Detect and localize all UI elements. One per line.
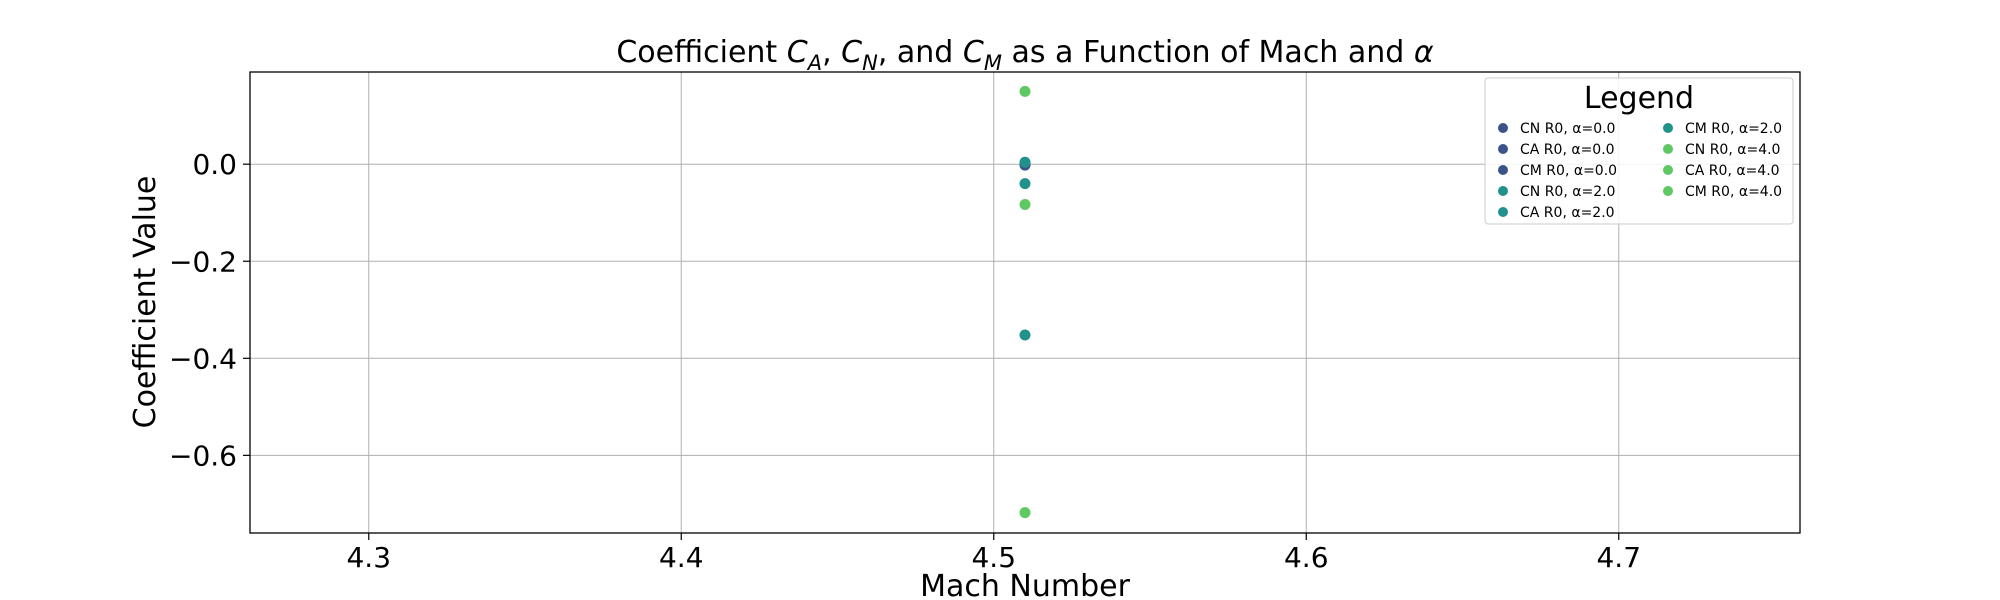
data-point [1019,156,1031,168]
legend-marker [1663,144,1673,154]
legend-label: CN R0, α=4.0 [1685,142,1780,158]
legend-label: CN R0, α=0.0 [1520,121,1615,137]
legend-marker [1498,123,1508,133]
plot-frame [249,71,1801,534]
legend-title: Legend [1584,81,1694,116]
legend-marker [1498,186,1508,196]
x-tick-label: 4.4 [659,541,704,574]
legend-label: CA R0, α=0.0 [1520,142,1615,158]
y-axis-label: Coefficient Value [128,176,163,429]
x-tick-label: 4.7 [1596,541,1641,574]
data-point [1019,85,1031,97]
legend-marker [1498,165,1508,175]
legend-entries: CN R0, α=0.0 CA R0, α=0.0 CM R0, α=0.0 CN R… [1498,121,1782,221]
legend: Legend CN R0, α=0.0 CA R0, α=0.0 CM R0, α=… [1484,77,1794,225]
y-tick-label: −0.6 [169,439,237,472]
y-tick-label: −0.2 [169,245,237,278]
legend-box [1484,77,1794,225]
x-tick-label: 4.6 [1284,541,1329,574]
legend-label: CM R0, α=2.0 [1685,121,1782,137]
data-point [1019,178,1031,190]
y-tick-label: 0.0 [192,148,237,181]
y-tick-label: −0.4 [169,342,237,375]
x-axis-label: Mach Number [920,569,1130,600]
legend-label: CA R0, α=2.0 [1520,205,1615,221]
legend-label: CM R0, α=4.0 [1685,184,1782,200]
chart-title: Coefficient CA, CN, and CM as a Function… [616,35,1433,75]
data-points [1019,85,1031,519]
legend-marker [1498,144,1508,154]
legend-marker [1663,165,1673,175]
legend-marker [1498,207,1508,217]
legend-marker [1663,123,1673,133]
legend-label: CA R0, α=4.0 [1685,163,1780,179]
legend-label: CN R0, α=2.0 [1520,184,1615,200]
x-tick-label: 4.5 [971,541,1016,574]
data-point [1019,198,1031,210]
x-axis-ticks: 4.3 4.4 4.5 4.6 4.7 [346,533,1641,574]
x-tick-label: 4.3 [346,541,391,574]
legend-marker [1663,186,1673,196]
y-axis-ticks: 0.0 −0.2 −0.4 −0.6 [169,148,250,472]
data-point [1019,507,1031,519]
data-point [1019,329,1031,341]
legend-label: CM R0, α=0.0 [1520,163,1617,179]
